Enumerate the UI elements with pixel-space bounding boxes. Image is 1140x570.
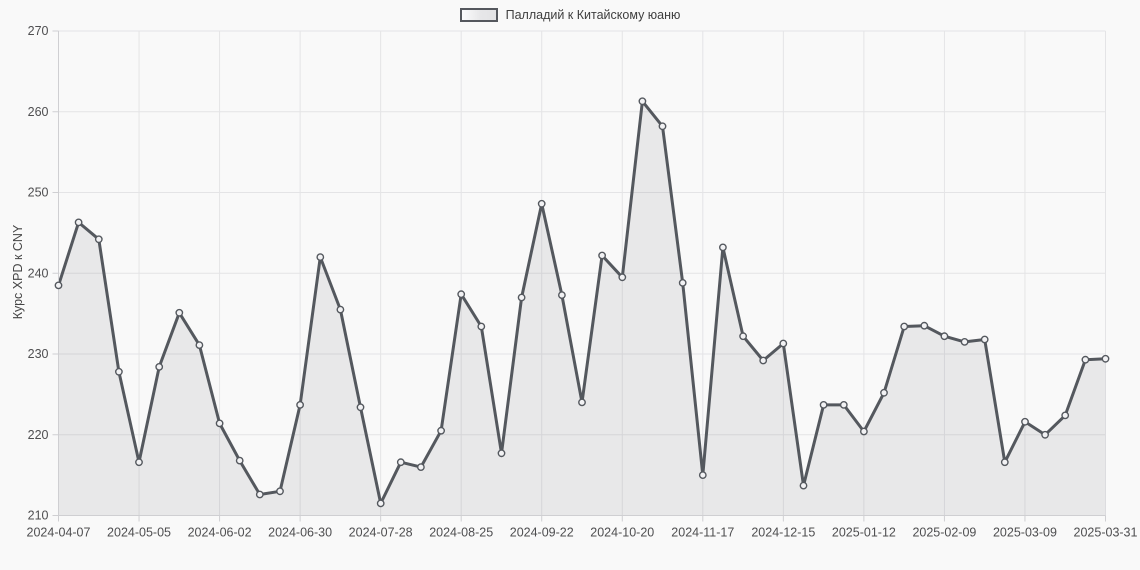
data-point-marker[interactable] <box>517 293 526 302</box>
data-point-marker[interactable] <box>658 122 667 131</box>
data-point-marker[interactable] <box>698 471 707 479</box>
y-tick-label: 220 <box>28 428 49 442</box>
x-tick-label: 2024-06-30 <box>268 526 332 540</box>
data-point-marker[interactable] <box>980 335 989 344</box>
legend-item[interactable]: Палладий к Китайскому юаню <box>0 5 1140 25</box>
y-tick-label: 230 <box>28 347 49 361</box>
data-point-marker[interactable] <box>457 290 466 299</box>
x-tick-label: 2025-01-12 <box>832 526 896 540</box>
data-point-marker[interactable] <box>155 362 164 371</box>
data-point-marker[interactable] <box>920 321 929 330</box>
data-point-marker[interactable] <box>839 400 848 409</box>
x-tick-label: 2025-02-09 <box>912 526 976 540</box>
data-point-marker[interactable] <box>376 499 385 508</box>
data-point-marker[interactable] <box>94 235 103 244</box>
data-point-marker[interactable] <box>759 356 768 365</box>
data-point-marker[interactable] <box>336 305 345 314</box>
data-point-marker[interactable] <box>1041 430 1050 439</box>
data-point-marker[interactable] <box>779 339 788 348</box>
data-point-marker[interactable] <box>578 398 586 407</box>
data-point-marker[interactable] <box>860 427 868 436</box>
data-point-marker[interactable] <box>477 322 486 331</box>
x-tick-label: 2024-12-15 <box>751 526 815 540</box>
data-point-marker[interactable] <box>940 332 949 341</box>
x-tick-label: 2024-11-17 <box>671 526 734 540</box>
data-point-marker[interactable] <box>739 332 747 341</box>
data-point-marker[interactable] <box>316 253 325 262</box>
data-point-marker[interactable] <box>195 341 204 349</box>
x-tick-label: 2024-10-20 <box>590 526 654 540</box>
data-point-marker[interactable] <box>960 337 969 346</box>
series-area <box>58 101 1106 516</box>
data-point-marker[interactable] <box>598 251 606 260</box>
data-point-marker[interactable] <box>558 291 566 299</box>
data-point-marker[interactable] <box>497 449 506 458</box>
data-point-marker[interactable] <box>1000 458 1009 467</box>
x-tick-label: 2025-03-31 <box>1074 526 1138 540</box>
x-tick-label: 2024-05-05 <box>107 526 171 540</box>
data-point-marker[interactable] <box>537 199 546 208</box>
data-point-marker[interactable] <box>1021 417 1029 426</box>
x-tick-label: 2025-03-09 <box>993 526 1057 540</box>
data-point-marker[interactable] <box>276 487 284 496</box>
y-tick-label: 240 <box>28 266 49 280</box>
data-point-marker[interactable] <box>799 481 808 490</box>
data-point-marker[interactable] <box>356 403 365 412</box>
data-point-marker[interactable] <box>235 456 244 465</box>
data-point-marker[interactable] <box>1081 355 1090 364</box>
x-tick-label: 2024-04-07 <box>27 526 91 540</box>
data-point-marker[interactable] <box>54 281 63 290</box>
data-point-marker[interactable] <box>215 419 224 428</box>
x-tick-label: 2024-07-28 <box>349 526 413 540</box>
data-point-marker[interactable] <box>115 367 123 376</box>
x-tick-label: 2024-06-02 <box>188 526 252 540</box>
data-point-marker[interactable] <box>678 278 687 287</box>
data-point-marker[interactable] <box>437 426 445 435</box>
y-tick-label: 250 <box>28 186 49 200</box>
data-point-marker[interactable] <box>618 273 627 282</box>
data-point-marker[interactable] <box>416 463 425 471</box>
x-tick-label: 2024-08-25 <box>429 526 493 540</box>
x-tick-label: 2024-09-22 <box>510 526 574 540</box>
data-point-marker[interactable] <box>74 218 83 227</box>
data-point-marker[interactable] <box>819 400 828 409</box>
legend-swatch-icon <box>459 8 498 22</box>
y-tick-label: 210 <box>28 509 49 523</box>
data-point-marker[interactable] <box>900 322 909 331</box>
y-tick-label: 260 <box>28 105 49 119</box>
data-point-marker[interactable] <box>1101 354 1110 363</box>
data-point-marker[interactable] <box>719 243 727 252</box>
data-point-marker[interactable] <box>296 400 304 409</box>
y-tick-label: 270 <box>28 24 49 38</box>
data-point-marker[interactable] <box>1061 411 1070 420</box>
data-point-marker[interactable] <box>135 458 143 467</box>
legend-label: Палладий к Китайскому юаню <box>505 8 681 22</box>
data-point-marker[interactable] <box>396 458 405 467</box>
data-point-marker[interactable] <box>880 388 888 397</box>
data-point-marker[interactable] <box>175 308 184 317</box>
data-point-marker[interactable] <box>255 490 264 499</box>
data-point-marker[interactable] <box>638 97 647 106</box>
